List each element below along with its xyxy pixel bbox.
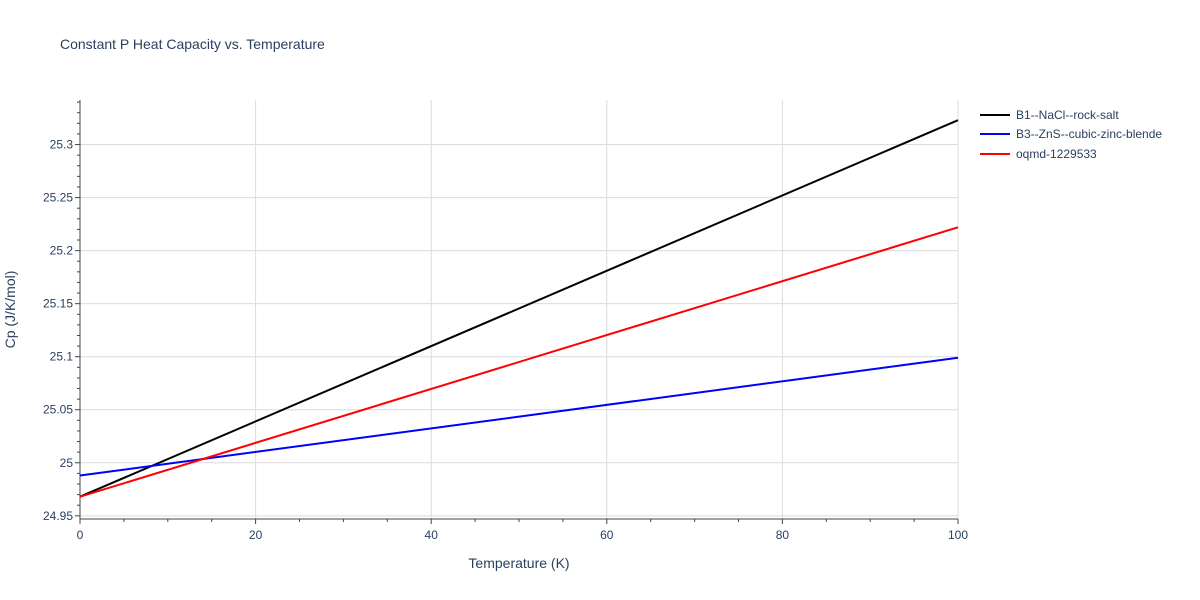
axes: 0 20 40 60 80 100 24.95 25 25.05 25.1 25.15 25.2 25.… (43, 100, 968, 542)
x-tick-label: 80 (776, 528, 790, 542)
y-tick-label: 25.2 (50, 244, 74, 258)
x-tick-label: 0 (77, 528, 84, 542)
legend-item[interactable]: B1--NaCl--rock-salt (980, 105, 1162, 125)
y-tick-label: 25.15 (43, 297, 73, 311)
y-axis-title: Cp (J/K/mol) (2, 271, 18, 349)
legend-label: B1--NaCl--rock-salt (1016, 107, 1119, 122)
legend-swatch (980, 152, 1010, 155)
x-tick-label: 60 (600, 528, 614, 542)
legend-item[interactable]: B3--ZnS--cubic-zinc-blende (980, 125, 1162, 145)
x-tick-label: 100 (948, 528, 968, 542)
x-axis-title: Temperature (K) (468, 555, 569, 571)
series-line-B1--NaCl--rock-salt (79, 119, 959, 498)
y-tick-label: 25.05 (43, 403, 73, 417)
y-tick-label: 25.25 (43, 191, 73, 205)
series-lines (79, 119, 959, 498)
y-tick-label: 24.95 (43, 509, 73, 523)
legend-swatch (980, 133, 1010, 136)
y-tick-label: 25.3 (50, 138, 74, 152)
legend-label: B3--ZnS--cubic-zinc-blende (1016, 127, 1163, 142)
series-line-oqmd-1229533 (79, 226, 959, 498)
x-tick-label: 20 (249, 528, 263, 542)
grid (80, 100, 959, 519)
series-line-B3--ZnS--cubic-zinc-blende (79, 356, 959, 477)
legend-label: oqmd-1229533 (1016, 146, 1097, 161)
legend-item[interactable]: oqmd-1229533 (980, 144, 1162, 164)
y-tick-label: 25 (60, 456, 74, 470)
legend-swatch (980, 113, 1010, 116)
legend: B1--NaCl--rock-salt B3--ZnS--cubic-zinc-b… (980, 105, 1162, 164)
chart-title: Constant P Heat Capacity vs. Temperature (60, 36, 325, 52)
y-tick-label: 25.1 (50, 350, 74, 364)
x-tick-label: 40 (425, 528, 439, 542)
